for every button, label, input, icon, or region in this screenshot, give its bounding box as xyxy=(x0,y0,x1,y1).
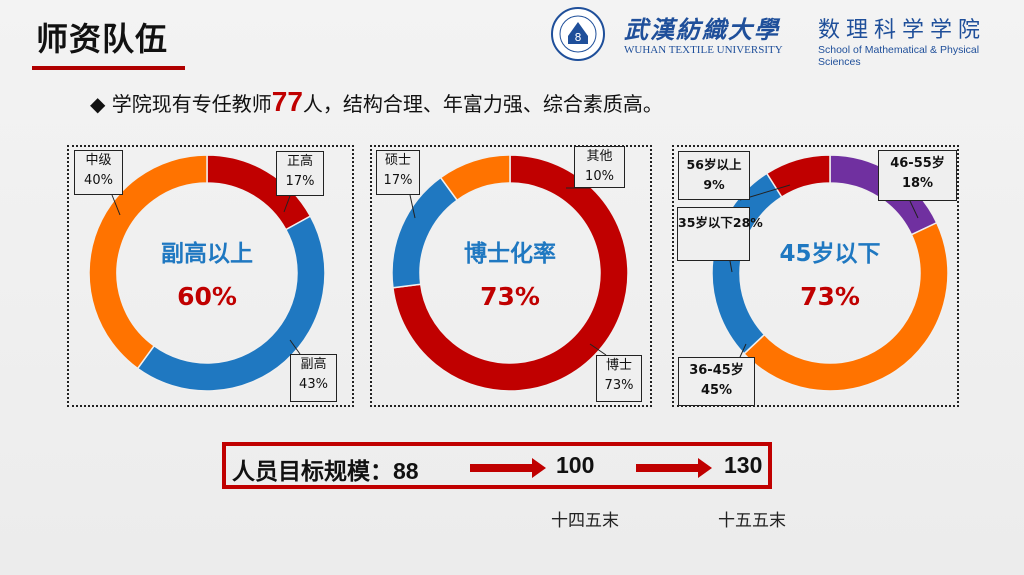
donut-slice-1-2 xyxy=(136,215,326,392)
slice-label: 中级 xyxy=(85,153,112,168)
bullet-diamond-icon: ◆ xyxy=(90,92,106,116)
slice-label: 46-55岁 xyxy=(890,156,945,171)
chart2-center-value: 73% xyxy=(480,282,540,311)
donut-slice-2-3 xyxy=(439,154,511,202)
callout-fugao: 副高 43% xyxy=(290,354,337,402)
mid-caption: 十四五末 xyxy=(551,511,619,531)
slice-value: 45% xyxy=(700,383,733,398)
callout-pointer xyxy=(589,343,607,356)
slice-label: 35岁以下 xyxy=(678,215,733,230)
callout-pointer xyxy=(289,339,301,355)
callout-shuoshi: 硕士 17% xyxy=(376,150,420,195)
slice-value: 17% xyxy=(383,173,413,188)
callout-pointer xyxy=(409,194,416,219)
university-name-cn: 武漢紡織大學 xyxy=(624,15,780,44)
callout-pointer xyxy=(739,343,747,358)
callout-pointer xyxy=(111,194,121,216)
callout-36-45: 36-45岁 45% xyxy=(678,357,755,406)
slice-label: 正高 xyxy=(286,154,313,169)
callout-boshi: 博士 73% xyxy=(596,355,642,402)
university-logo: 8 xyxy=(551,7,605,61)
slice-label: 56岁以上 xyxy=(686,157,742,172)
slice-value: 10% xyxy=(585,169,614,184)
intro-suffix: 人，结构合理、年富力强、综合素质高。 xyxy=(302,92,663,116)
school-name-cn: 数理科学学院 xyxy=(818,18,987,43)
svg-text:8: 8 xyxy=(575,31,582,44)
slice-value: 40% xyxy=(84,173,113,188)
donut-slice-3-4 xyxy=(765,154,831,199)
target-mid: 100 xyxy=(556,452,595,478)
chart1-center-value: 60% xyxy=(177,282,237,311)
final-caption: 十五五末 xyxy=(718,511,786,531)
chart1-center-title: 副高以上 xyxy=(161,241,253,267)
target-current: 88 xyxy=(393,458,419,484)
intro-prefix: 学院现有专任教师 xyxy=(111,92,272,116)
target-final: 130 xyxy=(724,452,763,478)
callout-pointer xyxy=(729,260,733,273)
callout-56-above: 56岁以上 9% xyxy=(678,151,750,200)
slice-value: 73% xyxy=(604,378,634,393)
target-label-text: 人员目标规模： xyxy=(232,458,393,484)
callout-pointer xyxy=(283,195,291,213)
chart2-center-title: 博士化率 xyxy=(464,241,556,267)
target-scale-box xyxy=(222,442,772,489)
chart-panel-degree xyxy=(370,145,652,407)
callout-35-below: 35岁以下28% xyxy=(677,207,763,261)
arrow-right-icon xyxy=(470,458,546,478)
chart-panel-title xyxy=(67,145,354,407)
callout-zhongji: 中级 40% xyxy=(74,150,123,195)
callout-qita: 其他 10% xyxy=(574,146,625,188)
slice-value: 18% xyxy=(901,176,934,191)
teacher-count: 77 xyxy=(271,86,303,117)
donut-slice-2-1 xyxy=(392,154,629,392)
chart-panel-age xyxy=(672,145,959,407)
slice-value: 43% xyxy=(299,377,328,392)
chart3-center-value: 73% xyxy=(800,282,860,311)
donut-slice-1-3 xyxy=(88,154,208,370)
slice-label: 36-45岁 xyxy=(689,363,744,378)
slice-value: 17% xyxy=(285,174,315,189)
school-name-en: School of Mathematical & Physical Scienc… xyxy=(818,44,980,68)
slice-value: 9% xyxy=(703,177,725,192)
university-name-en: WUHAN TEXTILE UNIVERSITY xyxy=(624,44,783,56)
slice-label: 博士 xyxy=(605,358,632,373)
intro-line: ◆ 学院现有专任教师77人，结构合理、年富力强、综合素质高。 xyxy=(90,86,663,118)
slice-label: 副高 xyxy=(300,357,327,372)
slice-label: 硕士 xyxy=(384,153,411,168)
callout-zhenggao: 正高 17% xyxy=(276,151,324,196)
slice-value: 28% xyxy=(732,215,763,230)
slice-label: 其他 xyxy=(586,149,613,164)
callout-pointer xyxy=(909,200,919,219)
arrow-right-icon xyxy=(636,458,712,478)
target-label: 人员目标规模：88 xyxy=(232,452,419,486)
slide-title: 师资队伍 xyxy=(36,20,169,58)
callout-46-55: 46-55岁 18% xyxy=(878,150,957,201)
title-underline xyxy=(32,66,185,70)
chart3-center-title: 45岁以下 xyxy=(779,241,881,267)
